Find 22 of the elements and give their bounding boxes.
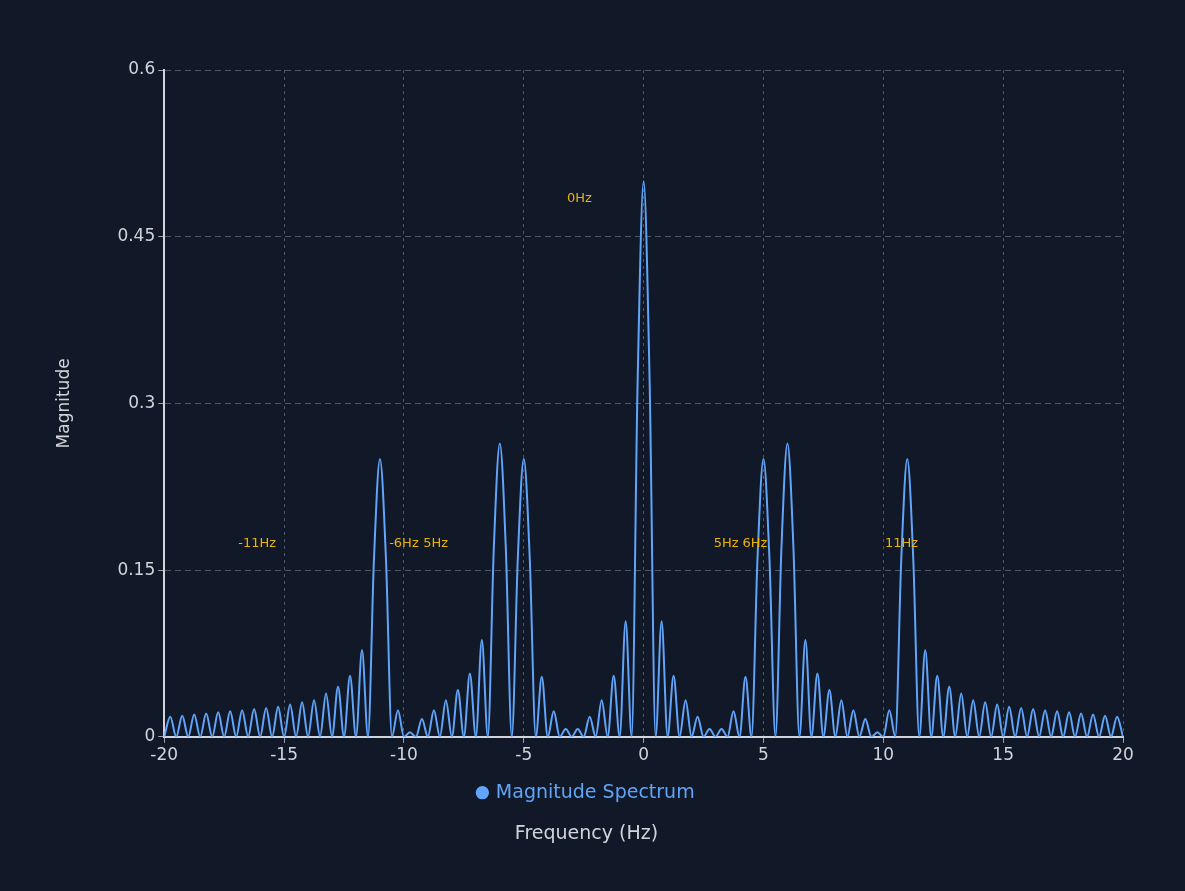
y-tick-label: 0.3 [128, 391, 156, 412]
x-tick-label: -15 [270, 744, 298, 765]
annotation: -6Hz [389, 534, 419, 550]
x-axis-title: Frequency (Hz) [514, 820, 659, 843]
y-tick-label: 0 [144, 725, 156, 746]
x-tick-label: 10 [872, 744, 895, 765]
y-tick-label: 0.6 [128, 58, 156, 79]
y-tick-label: 0.45 [117, 225, 156, 246]
annotation: 0Hz [566, 190, 592, 206]
annotation: 5Hz [713, 534, 739, 550]
x-tick-label: 0 [638, 744, 650, 765]
legend-label: Magnitude Spectrum [495, 779, 695, 802]
x-tick-label: 5 [758, 744, 769, 765]
x-tick-label: 20 [1112, 744, 1134, 765]
x-tick-label: 15 [992, 744, 1014, 765]
y-tick-label: 0.15 [117, 558, 156, 579]
x-tick-label: -20 [150, 744, 179, 765]
x-tick-label: -5 [515, 744, 533, 765]
annotation: 5Hz [423, 534, 449, 550]
annotation: -11Hz [238, 534, 277, 550]
x-tick-label: -10 [390, 744, 418, 765]
y-axis-title: Magnitude [52, 358, 73, 449]
